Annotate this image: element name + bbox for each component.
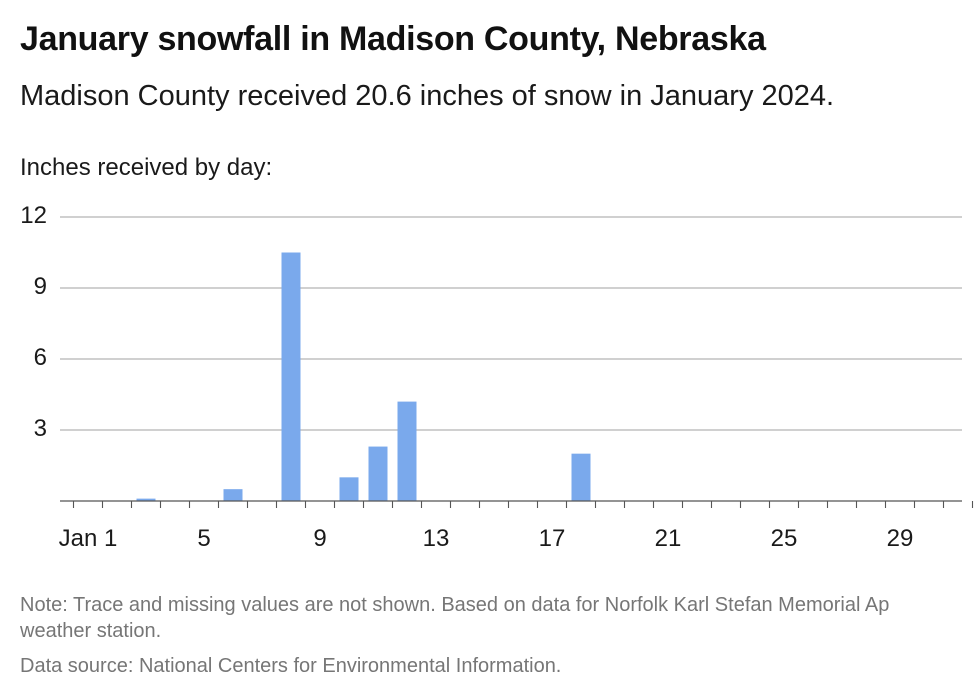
x-tick-label: 17 — [539, 525, 566, 552]
x-tick-label: 29 — [887, 525, 914, 552]
bar-day-12 — [398, 402, 417, 501]
bar-day-8 — [282, 253, 301, 502]
x-tick-labels: Jan 1 5 9 13 17 21 25 29 — [59, 525, 914, 552]
snowfall-bar-chart: 3 6 9 12 Jan 1 5 9 13 17 21 25 29 — [0, 0, 980, 580]
x-tick-label: 21 — [655, 525, 682, 552]
x-tick-label: 25 — [771, 525, 798, 552]
footnote-source: Data source: National Centers for Enviro… — [20, 655, 561, 678]
footnote-note: Note: Trace and missing values are not s… — [20, 592, 940, 644]
bar-day-11 — [369, 447, 388, 501]
bar-day-6 — [224, 489, 243, 501]
y-tick-label: 3 — [34, 415, 47, 442]
y-tick-label: 12 — [20, 202, 47, 229]
y-tick-label: 9 — [34, 273, 47, 300]
y-tick-labels: 3 6 9 12 — [20, 202, 47, 442]
gridlines — [60, 217, 962, 430]
x-axis — [60, 501, 973, 508]
bars — [137, 253, 591, 502]
bar-day-10 — [340, 477, 359, 501]
bar-day-18 — [572, 454, 591, 501]
x-tick-label: 5 — [197, 525, 210, 552]
x-tick-label: Jan 1 — [59, 525, 118, 552]
x-tick-label: 13 — [423, 525, 450, 552]
x-tick-label: 9 — [313, 525, 326, 552]
y-tick-label: 6 — [34, 344, 47, 371]
